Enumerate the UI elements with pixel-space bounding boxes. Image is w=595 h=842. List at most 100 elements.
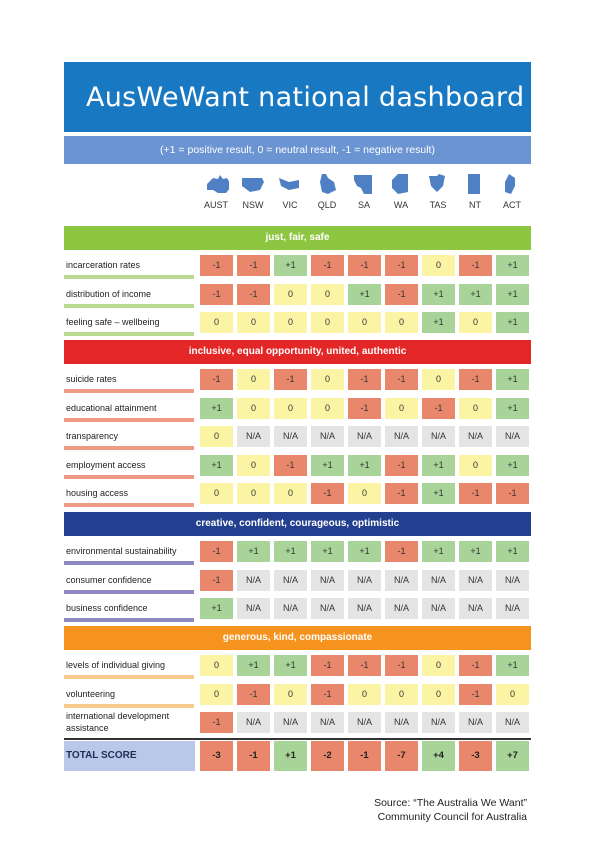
total-cell-nt: -3: [459, 741, 492, 771]
row-underline: [64, 561, 194, 565]
score-cell-qld: +1: [311, 541, 344, 562]
total-label-background: [64, 741, 195, 771]
score-cell-wa: 0: [385, 312, 418, 334]
score-cell-nsw: -1: [237, 683, 270, 705]
score-cell-aust: -1: [200, 255, 233, 276]
score-cell-nt: -1: [459, 683, 492, 705]
total-cell-nsw: -1: [237, 741, 270, 771]
score-cell-tas: N/A: [422, 598, 455, 620]
total-cell-wa: -7: [385, 741, 418, 771]
score-cell-aust: -1: [200, 712, 233, 734]
row-label: suicide rates: [66, 374, 117, 384]
title-banner: AusWeWant national dashboard: [64, 62, 531, 132]
score-cell-vic: 0: [274, 283, 307, 305]
state-label: AUST: [203, 200, 228, 210]
row-label: environmental sustainability: [66, 546, 177, 556]
row-label: levels of individual giving: [66, 660, 166, 670]
score-cell-aust: +1: [200, 598, 233, 620]
score-cell-nsw: 0: [237, 483, 270, 505]
score-cell-nt: N/A: [459, 712, 492, 734]
row-label: housing access: [66, 488, 129, 499]
state-column-sa: SA: [346, 172, 382, 210]
total-cell-qld: -2: [311, 741, 344, 771]
row-underline: [64, 332, 194, 337]
score-cell-act: +1: [496, 283, 529, 305]
source-line-1: Source: “The Australia We Want”: [374, 797, 527, 809]
score-cell-act: +1: [496, 255, 529, 276]
score-cell-wa: -1: [385, 483, 418, 505]
score-cell-vic: 0: [274, 312, 307, 334]
score-cell-vic: +1: [274, 255, 307, 276]
nsw-map-icon: [242, 178, 264, 192]
score-cell-nt: N/A: [459, 569, 492, 591]
score-cell-aust: -1: [200, 569, 233, 591]
row-label: transparency: [66, 431, 119, 442]
state-label: SA: [357, 200, 370, 210]
score-cell-vic: +1: [274, 541, 307, 562]
state-column-nt: NT: [457, 172, 493, 210]
score-cell-aust: -1: [200, 369, 233, 390]
score-cell-qld: N/A: [311, 712, 344, 734]
score-cell-vic: +1: [274, 655, 307, 676]
score-cell-nsw: 0: [237, 397, 270, 419]
score-cell-sa: +1: [348, 454, 381, 476]
row-underline: [64, 389, 194, 393]
score-cell-nt: +1: [459, 283, 492, 305]
score-cell-tas: 0: [422, 255, 455, 276]
row-label: consumer confidence: [66, 574, 152, 585]
score-cell-wa: N/A: [385, 598, 418, 620]
total-cell-act: +7: [496, 741, 529, 771]
row-label: international development assistance: [66, 711, 170, 734]
row-underline: [64, 446, 194, 451]
state-label: WA: [393, 200, 409, 210]
section-header: just, fair, safe: [64, 226, 531, 250]
total-divider: [64, 738, 531, 740]
row-label: educational attainment: [66, 402, 157, 413]
score-cell-act: -1: [496, 483, 529, 505]
score-cell-wa: -1: [385, 541, 418, 562]
nt-map-icon: [468, 174, 480, 194]
score-cell-tas: N/A: [422, 426, 455, 448]
sa-map-icon: [354, 175, 372, 194]
source-note: Source: “The Australia We Want” Communit…: [374, 796, 527, 824]
score-cell-vic: 0: [274, 397, 307, 419]
score-cell-vic: N/A: [274, 712, 307, 734]
state-column-wa: WA: [383, 172, 419, 210]
score-cell-tas: +1: [422, 454, 455, 476]
score-cell-wa: -1: [385, 283, 418, 305]
score-cell-qld: 0: [311, 397, 344, 419]
row-underline: [64, 474, 194, 479]
state-label: VIC: [282, 200, 298, 210]
total-cell-tas: +4: [422, 741, 455, 771]
row-underline: [64, 303, 194, 308]
score-cell-tas: 0: [422, 369, 455, 390]
score-cell-sa: N/A: [348, 569, 381, 591]
score-cell-wa: -1: [385, 655, 418, 676]
state-header-row: AUST NSW VIC QLD SA WA TAS NT ACT: [0, 170, 595, 220]
score-cell-wa: -1: [385, 369, 418, 390]
score-cell-vic: -1: [274, 454, 307, 476]
score-cell-tas: N/A: [422, 712, 455, 734]
row-underline: [64, 275, 194, 279]
score-cell-tas: +1: [422, 483, 455, 505]
score-cell-nsw: -1: [237, 283, 270, 305]
score-cell-vic: -1: [274, 369, 307, 390]
page-title: AusWeWant national dashboard: [86, 82, 525, 113]
score-cell-wa: N/A: [385, 426, 418, 448]
score-cell-qld: 0: [311, 283, 344, 305]
row-label: distribution of income: [66, 288, 152, 299]
score-cell-act: N/A: [496, 569, 529, 591]
score-cell-sa: 0: [348, 483, 381, 505]
score-cell-tas: +1: [422, 541, 455, 562]
score-cell-aust: 0: [200, 312, 233, 334]
state-column-aust: AUST: [198, 172, 234, 210]
score-cell-nsw: N/A: [237, 426, 270, 448]
score-cell-aust: +1: [200, 397, 233, 419]
score-cell-sa: N/A: [348, 426, 381, 448]
score-cell-nsw: N/A: [237, 569, 270, 591]
tas-map-icon: [429, 174, 445, 192]
source-line-2: Community Council for Australia: [377, 811, 527, 823]
score-cell-nt: -1: [459, 655, 492, 676]
legend-banner: (+1 = positive result, 0 = neutral resul…: [64, 136, 531, 164]
